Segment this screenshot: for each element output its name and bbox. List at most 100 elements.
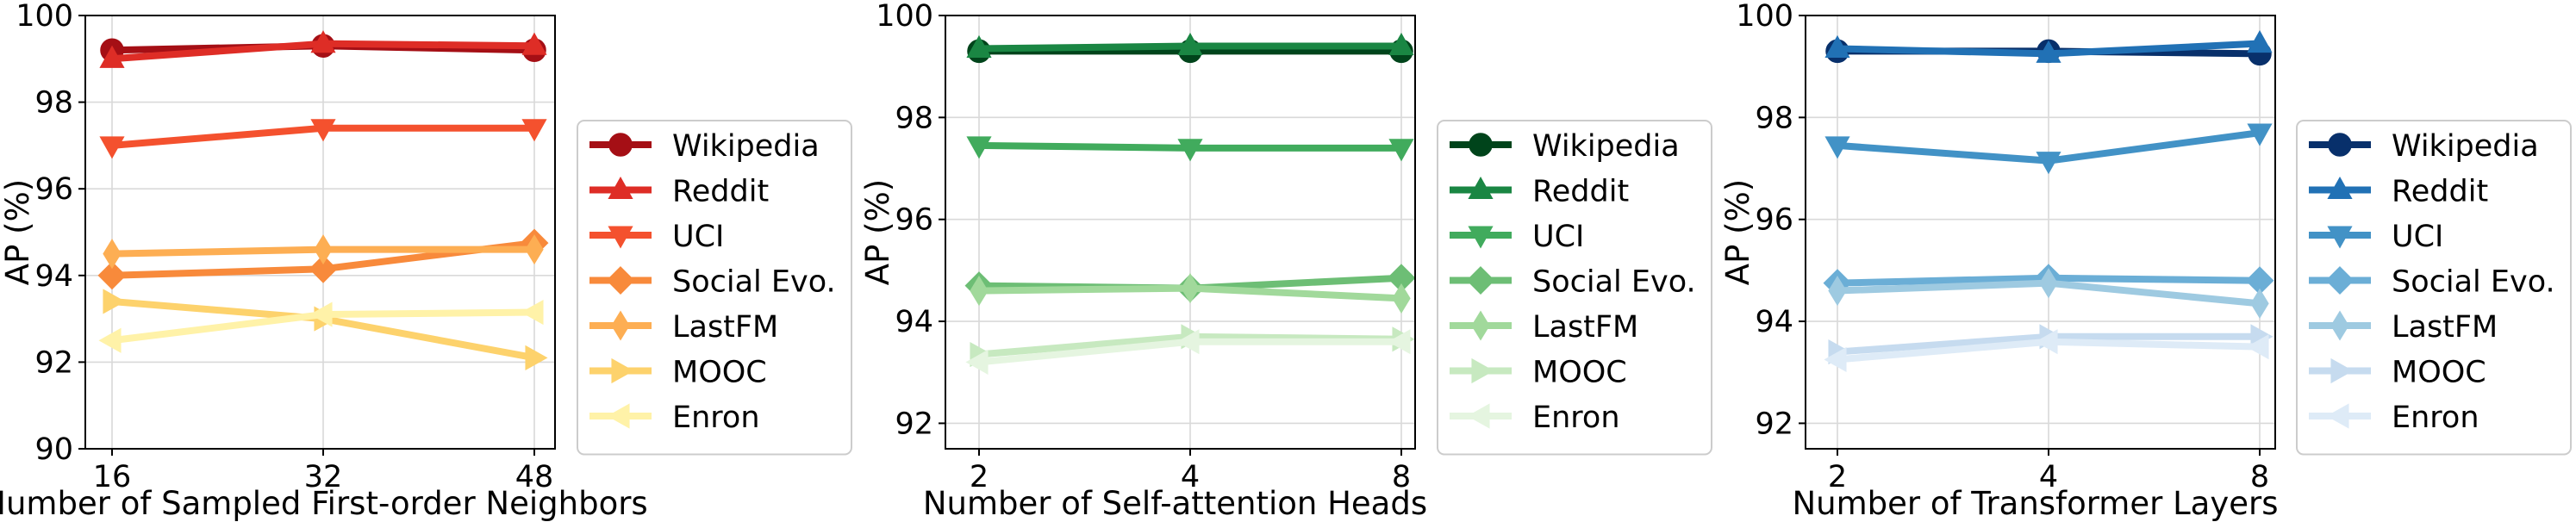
data-point — [97, 261, 127, 290]
legend: Wikipedia Reddit UCI Social Evo. LastFM MOOC E… — [1437, 120, 1712, 456]
data-point — [99, 136, 125, 159]
legend-item: MOOC — [589, 356, 767, 390]
y-tick-label: 96 — [34, 172, 73, 207]
data-point — [1176, 329, 1200, 355]
series-enron — [965, 329, 1411, 375]
x-tick-label: 8 — [2250, 460, 2269, 494]
x-axis-label: Number of Self-attention Heads — [923, 485, 1427, 522]
data-point — [525, 345, 548, 370]
data-point — [2036, 40, 2061, 63]
legend-marker — [2327, 176, 2353, 200]
data-point — [2039, 268, 2058, 299]
legend-item: UCI — [2309, 220, 2443, 254]
data-point — [99, 45, 125, 68]
legend-marker — [2327, 226, 2353, 249]
series-uci — [966, 136, 1414, 162]
x-tick-label: 2 — [1828, 460, 1847, 494]
legend-label: Reddit — [672, 175, 769, 209]
series-lastfm — [103, 234, 544, 270]
plot-area — [1806, 16, 2275, 449]
x-tick-label: 8 — [1392, 460, 1411, 494]
series-reddit — [966, 32, 1414, 59]
legend-item: MOOC — [2309, 356, 2486, 390]
legend-item: Reddit — [1450, 175, 1629, 209]
y-axis-label: AP (%) — [0, 179, 36, 285]
legend-marker — [2330, 357, 2354, 384]
legend-item: Enron — [1450, 401, 1620, 435]
legend-marker — [1468, 226, 1494, 249]
data-point — [2247, 123, 2273, 146]
series-reddit — [1824, 30, 2273, 63]
legend-label: Enron — [2392, 401, 2479, 435]
x-tick-label: 48 — [515, 460, 554, 494]
legend: Wikipedia Reddit UCI Social Evo. LastFM MOOC E… — [577, 120, 852, 456]
legend-marker — [608, 133, 633, 157]
legend-item: Enron — [2309, 401, 2479, 435]
series-enron — [1824, 329, 2269, 373]
legend-label: MOOC — [1532, 356, 1627, 390]
legend-item: Social Evo. — [2309, 265, 2555, 300]
y-tick-label: 98 — [895, 101, 933, 135]
data-point — [98, 327, 122, 353]
legend: Wikipedia Reddit UCI Social Evo. LastFM MOOC E… — [2296, 120, 2572, 456]
data-point — [103, 289, 126, 314]
data-point — [1388, 139, 1414, 162]
data-point — [1392, 283, 1411, 314]
x-tick-label: 2 — [970, 460, 989, 494]
y-tick-label: 100 — [16, 0, 73, 34]
y-tick-label: 100 — [1736, 0, 1793, 34]
data-point — [521, 32, 547, 55]
legend-item: Wikipedia — [2309, 129, 2539, 164]
legend-item: Reddit — [589, 175, 769, 209]
legend-label: Reddit — [1532, 175, 1629, 209]
data-point — [2246, 334, 2269, 360]
legend-item: Enron — [589, 401, 760, 435]
y-tick-label: 98 — [34, 86, 73, 121]
y-tick-label: 94 — [34, 259, 73, 294]
data-point — [970, 276, 989, 307]
plot-area — [85, 16, 555, 449]
legend-marker — [2328, 133, 2352, 157]
legend-marker — [607, 403, 630, 429]
legend-item: LastFM — [589, 310, 778, 345]
y-tick-label: 92 — [895, 407, 933, 441]
x-axis-label: Number of Sampled First-order Neighbors — [0, 485, 648, 522]
legend-marker — [1469, 133, 1493, 157]
series-lastfm — [1828, 268, 2269, 319]
data-point — [2036, 152, 2061, 175]
x-axis-label: Number of Transformer Layers — [1792, 485, 2278, 522]
legend-marker — [2325, 266, 2355, 295]
legend-label: UCI — [672, 220, 724, 254]
legend-item: Social Evo. — [589, 265, 836, 300]
x-tick-label: 4 — [1181, 460, 1200, 494]
legend-item: LastFM — [1450, 310, 1638, 345]
legend-label: LastFM — [1532, 310, 1638, 345]
data-point — [1824, 346, 1847, 373]
y-axis-label: AP (%) — [859, 179, 896, 285]
y-tick-label: 92 — [34, 345, 73, 380]
data-point — [1824, 34, 1850, 59]
data-point — [309, 301, 333, 327]
legend-label: LastFM — [672, 310, 778, 345]
legend-marker — [2330, 310, 2349, 341]
legend-item: Wikipedia — [1450, 129, 1680, 164]
axes-frame — [84, 15, 556, 450]
data-point — [2035, 329, 2058, 355]
y-tick-label: 96 — [1755, 203, 1793, 238]
legend-label: Wikipedia — [672, 129, 820, 164]
legend-marker — [2326, 403, 2349, 429]
legend-label: MOOC — [672, 356, 767, 390]
data-point — [1177, 32, 1203, 56]
legend-label: Wikipedia — [2392, 129, 2539, 164]
data-point — [966, 34, 992, 59]
legend-marker — [1468, 176, 1494, 200]
legend-marker — [1471, 310, 1490, 341]
data-point — [103, 239, 122, 270]
axes-frame — [945, 15, 1416, 450]
legend-label: Reddit — [2392, 175, 2488, 209]
legend-marker — [1467, 403, 1490, 429]
data-point — [1388, 32, 1414, 56]
y-tick-label: 92 — [1755, 407, 1793, 441]
